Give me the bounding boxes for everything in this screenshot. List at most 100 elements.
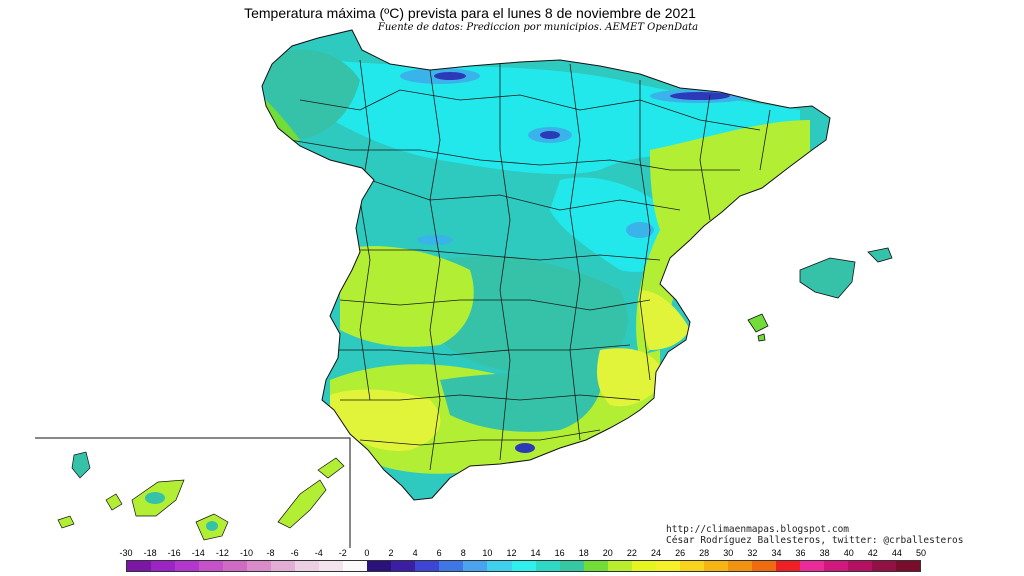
- cold-spot-gredos: [417, 235, 453, 245]
- island-la-palma: [71, 451, 91, 479]
- legend-tick-label: -4: [314, 548, 323, 558]
- legend-swatch: [703, 561, 728, 571]
- legend-swatch: [799, 561, 824, 571]
- legend-labels: -30 -18 -16 -14 -12 -10 -8 -6 -4 -2 0 2 4 6 8 10 12 14 16 1…: [0, 548, 1024, 560]
- legend-swatch: [319, 561, 344, 571]
- legend-swatch: [343, 561, 368, 571]
- island-lanzarote: [317, 457, 345, 479]
- legend-tick-label: -14: [191, 548, 205, 558]
- legend-swatch: [223, 561, 248, 571]
- legend-tick-label: -18: [143, 548, 157, 558]
- legend-swatch: [559, 561, 584, 571]
- legend-tick-label: 40: [843, 548, 854, 558]
- island-formentera: [757, 333, 766, 342]
- tenerife-teide-zone: [145, 492, 165, 504]
- temperature-zones: [262, 49, 810, 474]
- legend-swatch: [439, 561, 464, 571]
- legend-swatch: [247, 561, 272, 571]
- zone-teal-center: [440, 256, 628, 374]
- island-el-hierro: [105, 493, 123, 511]
- legend-tick-label: 42: [867, 548, 878, 558]
- zone-yellow-valencia: [639, 290, 690, 350]
- legend-tick-label: -12: [215, 548, 229, 558]
- legend-swatch: [847, 561, 872, 571]
- legend-swatch: [631, 561, 656, 571]
- legend-tick-label: 24: [650, 548, 662, 558]
- legend-swatch: [727, 561, 752, 571]
- legend-swatch: [415, 561, 440, 571]
- legend-swatch: [583, 561, 608, 571]
- credit-url: http://climaenmapas.blogspot.com: [666, 524, 850, 535]
- legend-tick-label: 6: [436, 548, 442, 558]
- legend-swatch: [463, 561, 488, 571]
- legend-tick-label: 10: [482, 548, 493, 558]
- zone-yellow-southwest: [330, 389, 441, 451]
- legend-tick-label: 22: [626, 548, 637, 558]
- legend-swatch: [271, 561, 296, 571]
- legend-swatch: [896, 561, 921, 571]
- legend-swatch: [175, 561, 200, 571]
- legend-tick-label: 2: [388, 548, 394, 558]
- cold-spot-teruel: [626, 222, 654, 238]
- legend-tick-label: 38: [819, 548, 830, 558]
- zone-green-west: [340, 246, 474, 347]
- cold-core-cantabrica: [434, 72, 466, 80]
- legend-tick-label: 20: [602, 548, 613, 558]
- map-title: Temperatura máxima (ºC) prevista para el…: [244, 5, 696, 21]
- legend-tick-label: 44: [891, 548, 902, 558]
- legend-swatch: [151, 561, 176, 571]
- legend-swatch: [391, 561, 416, 571]
- legend-tick-label: 4: [412, 548, 418, 558]
- data-source-subtitle: Fuente de datos: Prediccion por municipi…: [377, 22, 699, 33]
- legend-swatch: [751, 561, 776, 571]
- legend-swatch: [295, 561, 320, 571]
- legend-tick-label: -30: [119, 548, 133, 558]
- legend-swatch: [823, 561, 848, 571]
- legend-tick-label: -2: [338, 548, 347, 558]
- legend-tick-label: 34: [771, 548, 782, 558]
- legend-tick-label: 14: [530, 548, 541, 558]
- gran-canaria-peak-zone: [206, 521, 218, 531]
- legend-tick-label: 18: [578, 548, 589, 558]
- legend-tick-label: 8: [460, 548, 466, 558]
- legend-tick-label: 30: [723, 548, 734, 558]
- cold-core-pyrenees: [670, 92, 730, 100]
- legend-tick-label: 36: [795, 548, 806, 558]
- zone-green-galicia-coast: [262, 96, 300, 146]
- zone-green-east: [636, 120, 810, 360]
- legend-tick-label: 16: [554, 548, 565, 558]
- legend-swatch: [655, 561, 680, 571]
- legend-color-bar: [126, 560, 921, 572]
- province-borders: [289, 59, 771, 471]
- island-ibiza: [747, 313, 769, 333]
- legend-tick-label: 12: [506, 548, 517, 558]
- legend-swatch: [367, 561, 392, 571]
- legend-swatch: [511, 561, 536, 571]
- legend-swatch: [679, 561, 704, 571]
- zone-teal-south: [440, 360, 603, 432]
- legend-swatch: [127, 561, 152, 571]
- legend-tick-label: 28: [699, 548, 710, 558]
- legend-tick-label: 26: [675, 548, 686, 558]
- legend-tick-label: 32: [747, 548, 758, 558]
- canary-inset-frame: [35, 437, 351, 548]
- legend-swatch: [607, 561, 632, 571]
- island-mallorca: [799, 257, 856, 299]
- legend-tick-label: 0: [364, 548, 370, 558]
- island-la-gomera: [57, 515, 75, 529]
- cold-spot-sierra-nevada: [515, 443, 535, 453]
- legend-swatch: [199, 561, 224, 571]
- legend-swatch: [487, 561, 512, 571]
- legend-swatch: [535, 561, 560, 571]
- island-menorca: [867, 247, 893, 263]
- island-fuerteventura: [277, 479, 327, 529]
- legend-tick-label: -10: [239, 548, 253, 558]
- cold-core-iberico: [540, 131, 560, 139]
- zone-cyan-east: [550, 177, 682, 272]
- legend-tick-label: -8: [266, 548, 275, 558]
- legend-tick-label: 50: [915, 548, 927, 558]
- zone-teal-galicia: [262, 49, 360, 140]
- legend-tick-label: -16: [167, 548, 181, 558]
- credit-author: César Rodríguez Ballesteros, twitter: @c…: [666, 535, 964, 546]
